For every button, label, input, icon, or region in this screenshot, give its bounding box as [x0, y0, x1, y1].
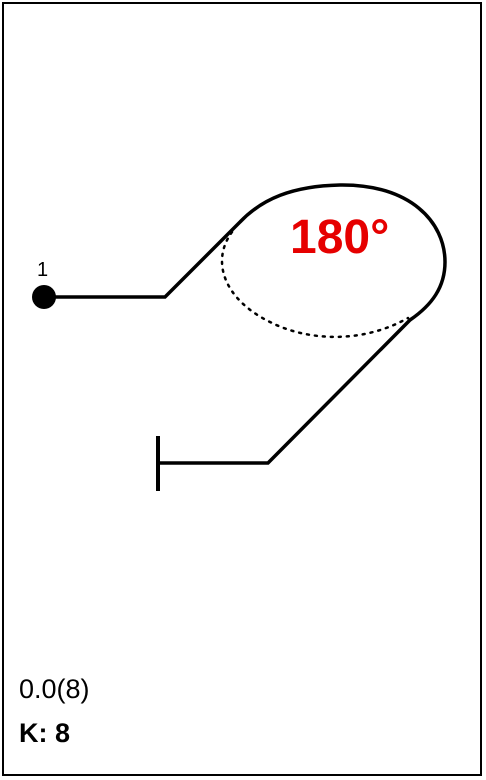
k-value: 8	[55, 718, 71, 748]
start-point-label: 1	[37, 259, 48, 281]
angle-label: 180°	[290, 211, 389, 264]
k-factor: K: 8	[19, 720, 70, 747]
figure-path	[44, 183, 447, 465]
dotted-arc	[220, 230, 410, 339]
k-label: K:	[19, 718, 48, 748]
score-value: 0.0(8)	[19, 674, 90, 704]
